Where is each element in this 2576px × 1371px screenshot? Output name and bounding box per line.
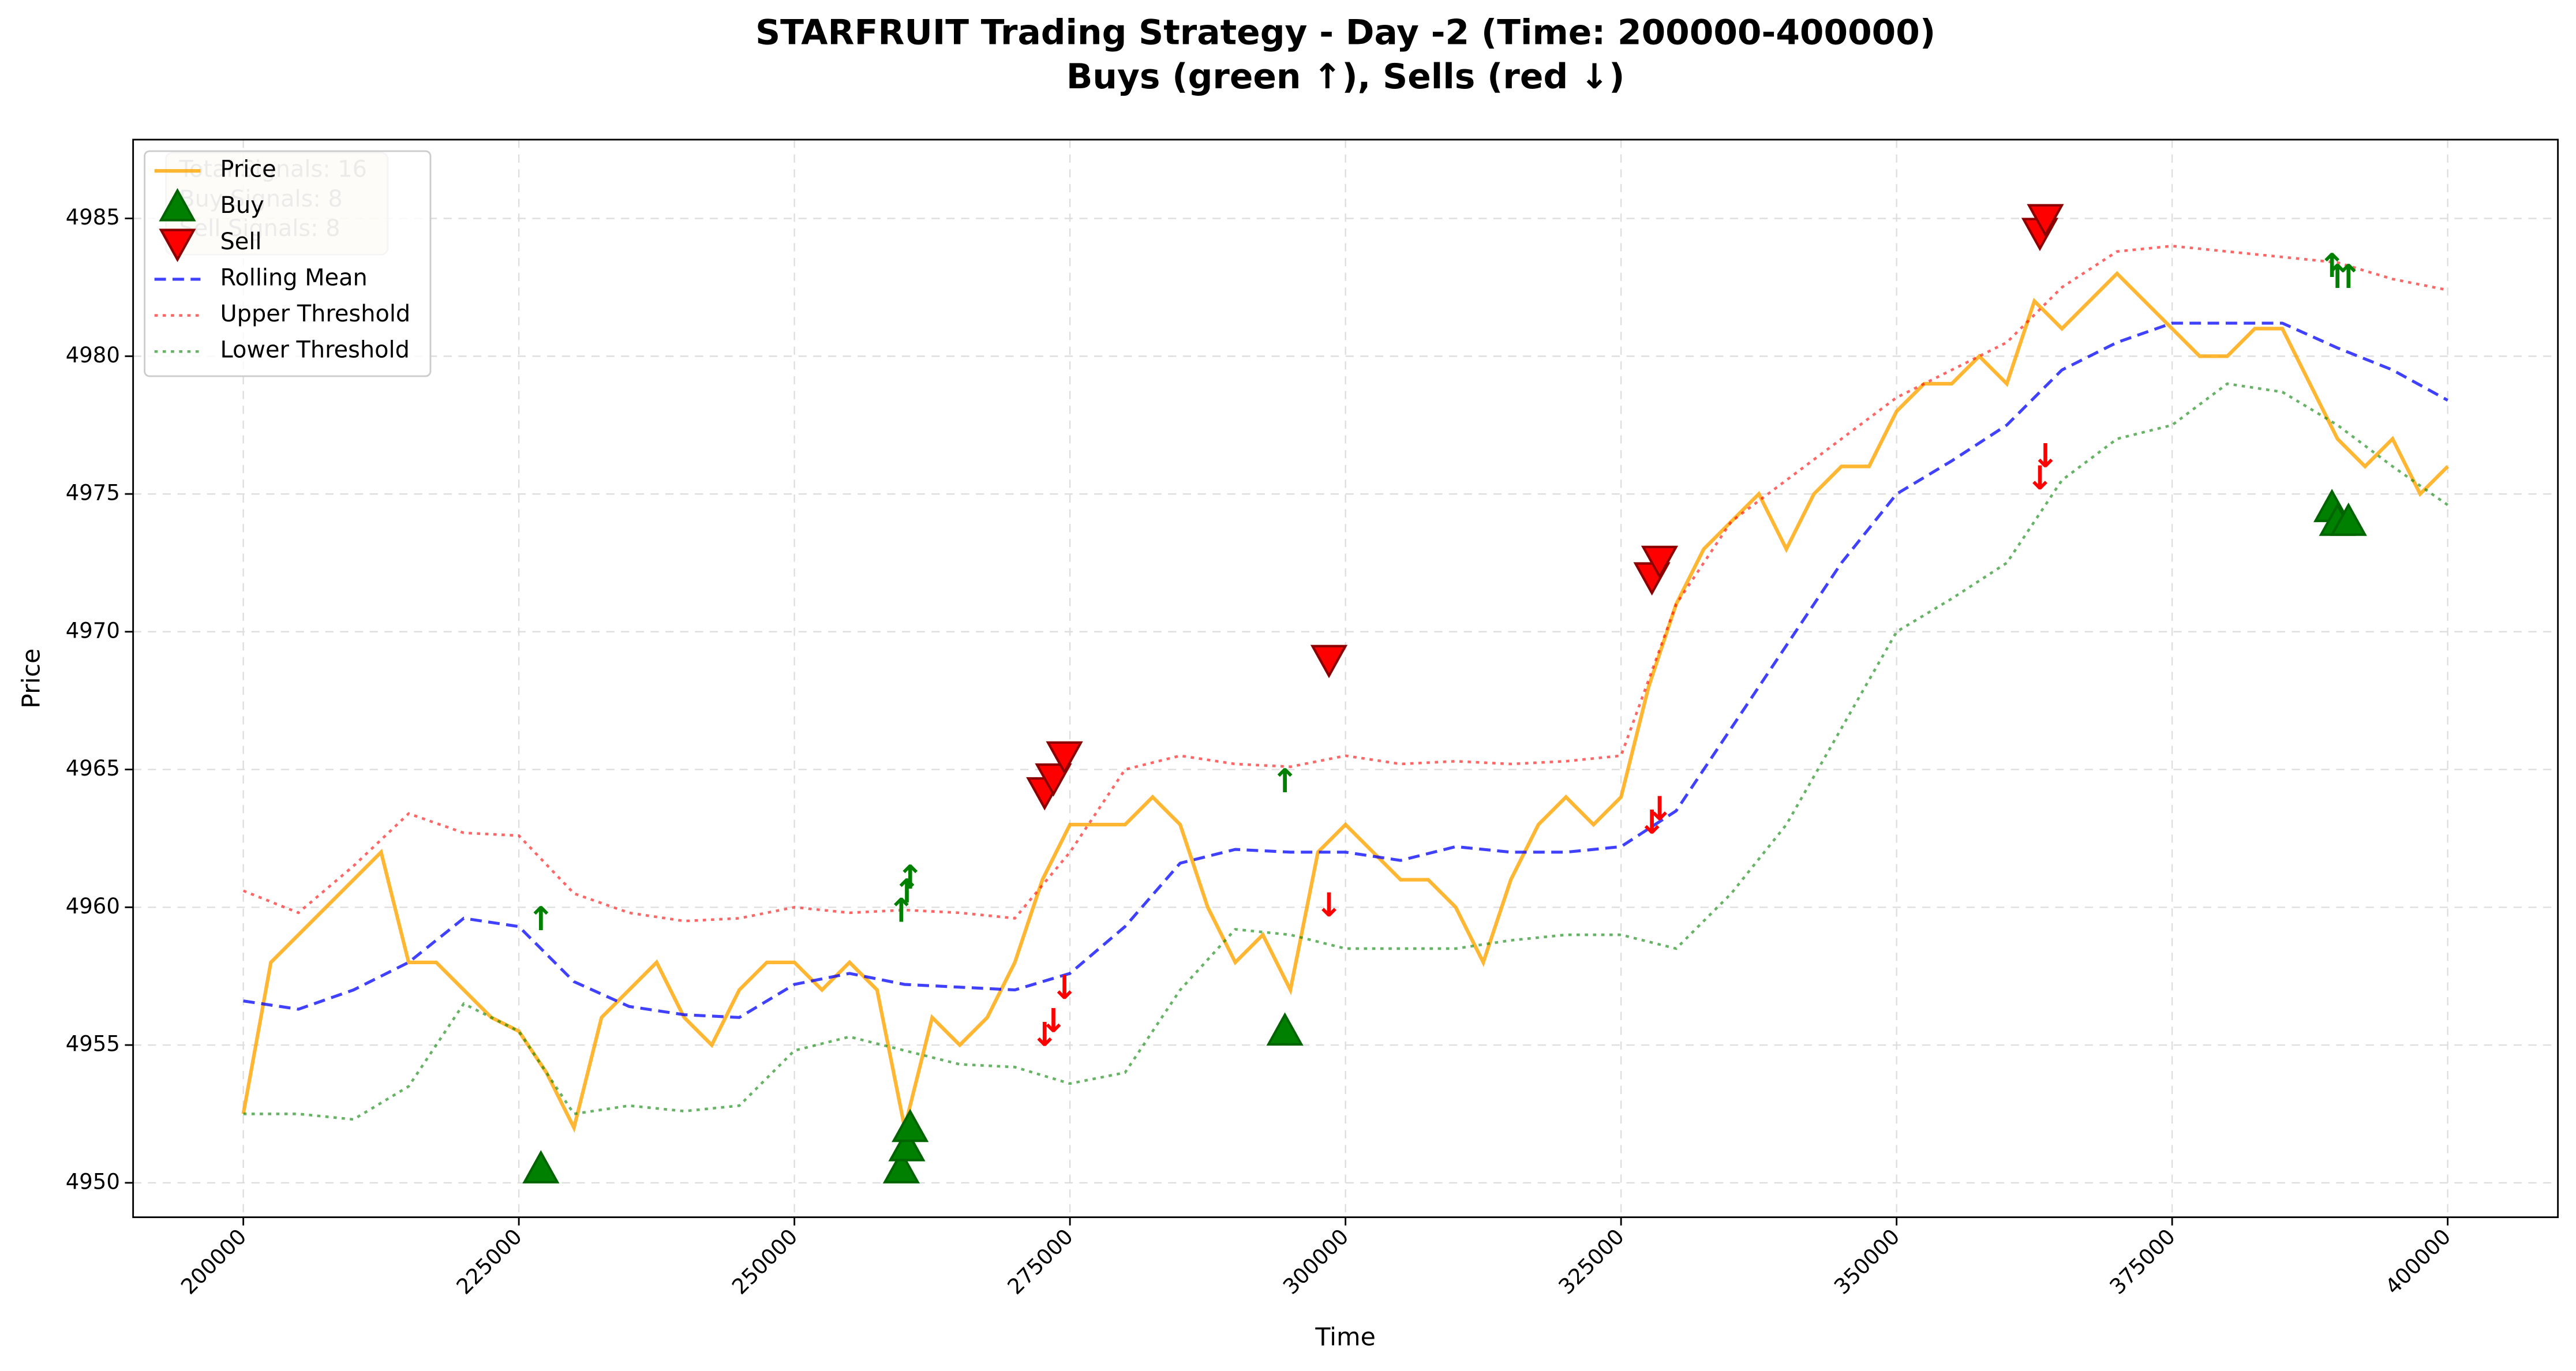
signal-marker bbox=[1035, 763, 1072, 797]
signal-arrow: ↑ bbox=[896, 859, 924, 897]
x-tick-label: 200000 bbox=[176, 1224, 251, 1299]
signal-arrow: ↓ bbox=[2026, 459, 2054, 497]
legend-box bbox=[144, 150, 432, 377]
x-tick-label: 325000 bbox=[1554, 1224, 1629, 1299]
x-tick-label: 300000 bbox=[1278, 1224, 1353, 1299]
y-tick-label: 4980 bbox=[66, 343, 120, 368]
series-line bbox=[242, 245, 2448, 923]
legend-marker bbox=[159, 188, 196, 222]
chart-subtitle: Buys (green ↑), Sells (red ↓) bbox=[1066, 57, 1625, 97]
x-tick-label: 375000 bbox=[2105, 1224, 2180, 1299]
signal-arrow: ↓ bbox=[1031, 1016, 1058, 1054]
signal-marker bbox=[888, 1127, 926, 1162]
legend-label: Rolling Mean bbox=[220, 264, 368, 291]
x-tick-label: 275000 bbox=[1003, 1224, 1078, 1299]
signal-marker bbox=[882, 1150, 920, 1183]
y-tick-label: 4955 bbox=[66, 1032, 120, 1057]
legend-label: Sell bbox=[220, 228, 262, 255]
signal-arrow: ↑ bbox=[893, 872, 921, 911]
x-tick-label: 350000 bbox=[1829, 1224, 1904, 1299]
x-axis-label: Time bbox=[1315, 1323, 1375, 1352]
series-line bbox=[243, 382, 2448, 1121]
legend-label: Lower Threshold bbox=[220, 337, 410, 364]
signal-arrow: ↓ bbox=[1638, 804, 1666, 842]
x-tick-label: 225000 bbox=[452, 1224, 527, 1299]
legend-label: Upper Threshold bbox=[220, 301, 411, 327]
signal-marker bbox=[892, 1108, 929, 1142]
y-tick-label: 4985 bbox=[66, 205, 120, 230]
signal-arrow: ↓ bbox=[1646, 790, 1673, 828]
signal-marker bbox=[1046, 741, 1083, 775]
chart-title: STARFRUIT Trading Strategy - Day -2 (Tim… bbox=[755, 13, 1935, 53]
legend-label: Buy bbox=[220, 192, 264, 219]
legend-label: Price bbox=[220, 156, 276, 183]
signal-marker bbox=[522, 1150, 560, 1183]
y-tick-label: 4960 bbox=[66, 894, 120, 919]
y-tick-label: 4970 bbox=[66, 618, 120, 643]
y-axis-label: Price bbox=[17, 649, 46, 709]
y-tick-label: 4975 bbox=[66, 481, 120, 505]
signal-arrow: ↑ bbox=[2318, 247, 2346, 285]
signal-marker bbox=[2027, 204, 2064, 238]
series-line bbox=[241, 271, 2449, 1133]
signal-arrow: ↑ bbox=[1271, 762, 1299, 800]
signal-marker bbox=[2330, 502, 2367, 536]
legend-marker bbox=[159, 228, 196, 263]
signal-arrow: ↓ bbox=[2032, 437, 2060, 475]
signal-marker bbox=[1641, 545, 1679, 579]
y-tick-label: 4965 bbox=[66, 756, 120, 781]
signal-arrow: ↑ bbox=[527, 900, 555, 938]
signal-arrow: ↑ bbox=[888, 892, 915, 930]
plot-frame bbox=[132, 138, 2559, 1218]
y-tick-label: 4950 bbox=[66, 1169, 120, 1194]
x-tick-label: 250000 bbox=[727, 1224, 802, 1299]
signal-marker bbox=[1266, 1012, 1304, 1046]
signal-marker bbox=[1310, 645, 1348, 679]
signal-arrow: ↓ bbox=[1051, 969, 1079, 1007]
signal-arrow: ↓ bbox=[1040, 1002, 1068, 1040]
x-tick-label: 400000 bbox=[2380, 1224, 2455, 1299]
signal-arrow: ↑ bbox=[2324, 258, 2352, 296]
signal-arrow: ↑ bbox=[2335, 258, 2362, 296]
series-line bbox=[243, 321, 2448, 1019]
signal-arrow: ↓ bbox=[1315, 886, 1343, 924]
